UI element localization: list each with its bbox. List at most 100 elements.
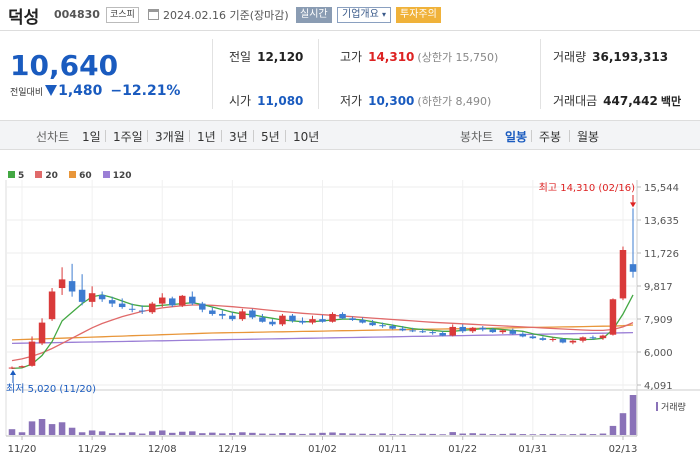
company-overview-button[interactable]: 기업개요 ▾ xyxy=(337,7,392,23)
volume-bar xyxy=(229,433,236,435)
tab-period-1d[interactable]: 1일 xyxy=(82,130,101,144)
tab-separator xyxy=(221,130,222,142)
change-label: 전일대비 xyxy=(10,88,44,98)
y-tick-label: 4,091 xyxy=(644,381,673,392)
candle-body xyxy=(189,296,196,304)
candle-body xyxy=(118,303,126,308)
volume-bar xyxy=(569,434,577,435)
volume-bar xyxy=(249,432,256,435)
candle-body xyxy=(549,339,557,341)
candle-body xyxy=(539,338,547,340)
tab-weekly[interactable]: 주봉 xyxy=(539,130,562,144)
quote-date: 2024.02.16 기준(장마감) xyxy=(163,9,289,22)
candle-body xyxy=(199,303,206,310)
volume-bar xyxy=(439,434,446,435)
volume-bar xyxy=(379,433,386,435)
volume-bar xyxy=(339,433,346,435)
legend-label: 60 xyxy=(79,171,92,181)
volume-bar xyxy=(389,434,396,435)
volume-bar xyxy=(269,433,276,435)
candlestick-chart[interactable]: 15,544 13,635 11,726 9,817 7,909 6,000 4,091 11… xyxy=(0,178,700,462)
volume-bar xyxy=(559,434,567,435)
open-label: 시가 xyxy=(229,94,252,108)
volume-bar xyxy=(128,432,136,435)
tab-separator xyxy=(569,130,570,142)
divider xyxy=(540,39,541,109)
tab-separator xyxy=(285,130,286,142)
volume-bar xyxy=(98,431,106,435)
tab-separator xyxy=(105,130,106,142)
down-arrow-icon xyxy=(45,85,58,96)
candle-body xyxy=(569,340,577,343)
volume-bar xyxy=(118,432,126,435)
candle-body xyxy=(179,295,186,306)
prev-close-value: 12,120 xyxy=(257,50,304,64)
candle-body xyxy=(309,319,316,323)
candle-body xyxy=(439,332,446,336)
legend-item-ma60: 60 xyxy=(69,171,92,181)
volume-bar xyxy=(459,433,466,435)
volume-bar xyxy=(88,430,96,435)
chevron-down-icon: ▾ xyxy=(382,10,387,19)
volume-bar xyxy=(8,429,16,435)
volume-bar xyxy=(209,432,216,435)
tab-period-5y[interactable]: 5년 xyxy=(261,130,280,144)
tab-period-1y[interactable]: 1년 xyxy=(197,130,216,144)
high-value: 14,310 xyxy=(368,50,415,64)
tab-monthly[interactable]: 월봉 xyxy=(577,130,600,144)
candle-body xyxy=(499,330,507,333)
volume-bar xyxy=(589,434,597,435)
amount-unit: 백만 xyxy=(660,95,682,108)
stock-name: 덕성 xyxy=(8,8,40,28)
volume-bar xyxy=(309,433,316,435)
volume-label-swatch xyxy=(656,402,658,411)
tab-period-3m[interactable]: 3개월 xyxy=(155,130,185,144)
volume-bar xyxy=(519,434,527,435)
x-tick-label: 12/19 xyxy=(218,444,247,455)
candle-body xyxy=(128,308,136,310)
tab-line-chart[interactable]: 선차트 xyxy=(36,130,70,144)
calendar-icon xyxy=(148,9,159,20)
low-value: 10,300 xyxy=(368,94,415,108)
max-arrow-icon xyxy=(630,202,636,208)
y-tick-label: 11,726 xyxy=(644,249,679,260)
divider xyxy=(212,39,213,109)
legend-swatch xyxy=(8,171,15,178)
volume-bar xyxy=(138,433,146,435)
tab-period-3y[interactable]: 3년 xyxy=(229,130,248,144)
volume-bar xyxy=(549,433,557,435)
volume-bar xyxy=(409,434,416,435)
candle-body xyxy=(599,335,607,339)
min-arrow-icon xyxy=(10,369,16,375)
stock-header: 덕성 004830 코스피 2024.02.16 기준(장마감) 실시간 기업개… xyxy=(0,0,700,30)
candle-body xyxy=(389,326,396,329)
price-panel: 10,640 전일대비 1,480 −12.21% 전일 12,120 고가 14,31… xyxy=(0,31,700,117)
company-overview-label: 기업개요 xyxy=(342,9,379,20)
legend-swatch xyxy=(69,171,77,178)
tab-period-10y[interactable]: 10년 xyxy=(293,130,320,144)
candle-body xyxy=(249,310,256,318)
high-label: 고가 xyxy=(340,50,363,64)
candle-body xyxy=(58,279,66,289)
legend-swatch xyxy=(102,171,110,178)
tab-period-1w[interactable]: 1주일 xyxy=(113,130,143,144)
volume-bar xyxy=(48,424,56,435)
candle-body xyxy=(509,330,517,334)
candle-body xyxy=(479,327,487,330)
tab-daily[interactable]: 일봉 xyxy=(505,130,528,144)
tab-candle-chart[interactable]: 봉차트 xyxy=(460,130,494,144)
volume-bar xyxy=(509,433,517,435)
candle-body xyxy=(289,315,296,321)
realtime-button[interactable]: 실시간 xyxy=(296,7,332,23)
candle-body xyxy=(469,327,476,332)
low-label: 저가 xyxy=(340,94,363,108)
volume-bar xyxy=(359,433,366,435)
candle-body xyxy=(239,311,246,320)
candle-body xyxy=(319,319,326,322)
candle-body xyxy=(559,339,567,343)
candle-body xyxy=(279,315,286,325)
volume-bar xyxy=(419,433,426,435)
candle-body xyxy=(339,313,346,319)
tab-separator xyxy=(147,130,148,142)
volume-bar xyxy=(329,432,336,435)
